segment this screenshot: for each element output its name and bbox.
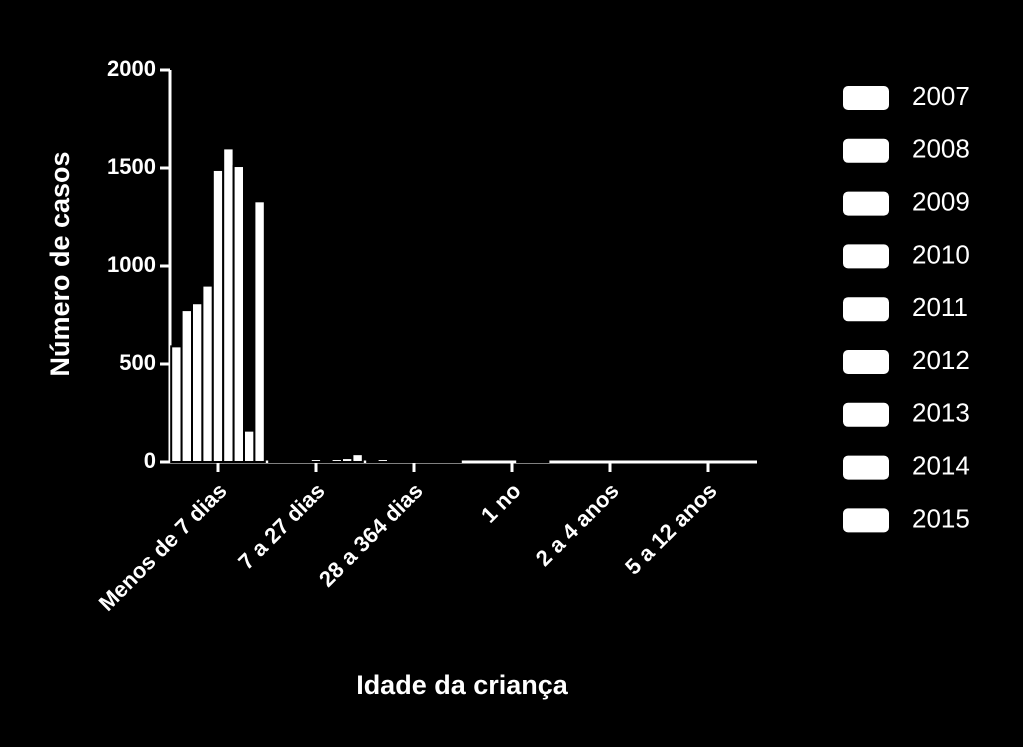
bar <box>289 459 302 464</box>
y-tick-label: 500 <box>119 350 156 375</box>
legend-label: 2011 <box>912 292 968 322</box>
bar <box>320 459 333 464</box>
legend-swatch <box>843 350 889 374</box>
bar <box>387 459 400 464</box>
y-tick-label: 2000 <box>107 56 156 81</box>
bar <box>428 459 442 464</box>
legend-label: 2015 <box>912 503 970 533</box>
bar <box>299 459 312 464</box>
bar <box>366 459 379 464</box>
y-tick-label: 1000 <box>107 252 156 277</box>
bar <box>201 284 214 463</box>
legend-swatch <box>843 86 889 110</box>
bar <box>309 458 323 463</box>
legend-swatch <box>843 138 889 163</box>
y-tick-label: 1500 <box>107 154 156 179</box>
bar <box>341 457 354 463</box>
y-axis-title: Número de casos <box>45 151 75 376</box>
legend-label: 2014 <box>912 450 970 480</box>
bar <box>222 147 235 463</box>
bar <box>537 460 550 463</box>
bar <box>278 459 292 464</box>
bar <box>439 459 452 464</box>
legend-label: 2007 <box>912 81 970 111</box>
bar <box>376 458 390 463</box>
legend-swatch <box>843 191 889 216</box>
bar <box>268 460 281 463</box>
bar <box>191 302 204 463</box>
x-axis-title: Idade da criança <box>356 670 569 700</box>
bar <box>397 459 410 464</box>
legend-swatch <box>843 402 889 427</box>
legend-swatch <box>843 455 889 480</box>
bar <box>407 459 421 464</box>
bar <box>418 459 431 464</box>
bar <box>449 459 462 464</box>
legend-swatch <box>843 297 889 322</box>
legend-label: 2009 <box>912 186 970 216</box>
bar <box>526 460 539 463</box>
bar <box>253 200 266 463</box>
bar <box>243 429 256 464</box>
bar <box>180 309 194 463</box>
bar <box>232 165 246 463</box>
legend-label: 2013 <box>912 398 970 428</box>
legend-swatch <box>843 508 889 533</box>
bar <box>516 460 529 463</box>
bar <box>170 345 183 463</box>
legend-swatch <box>843 244 889 269</box>
bar <box>351 453 364 464</box>
legend-label: 2012 <box>912 345 970 375</box>
bar <box>330 458 344 463</box>
bar <box>211 168 225 464</box>
legend-label: 2008 <box>912 134 970 164</box>
y-tick-label: 0 <box>144 448 156 473</box>
legend-label: 2010 <box>912 239 970 269</box>
